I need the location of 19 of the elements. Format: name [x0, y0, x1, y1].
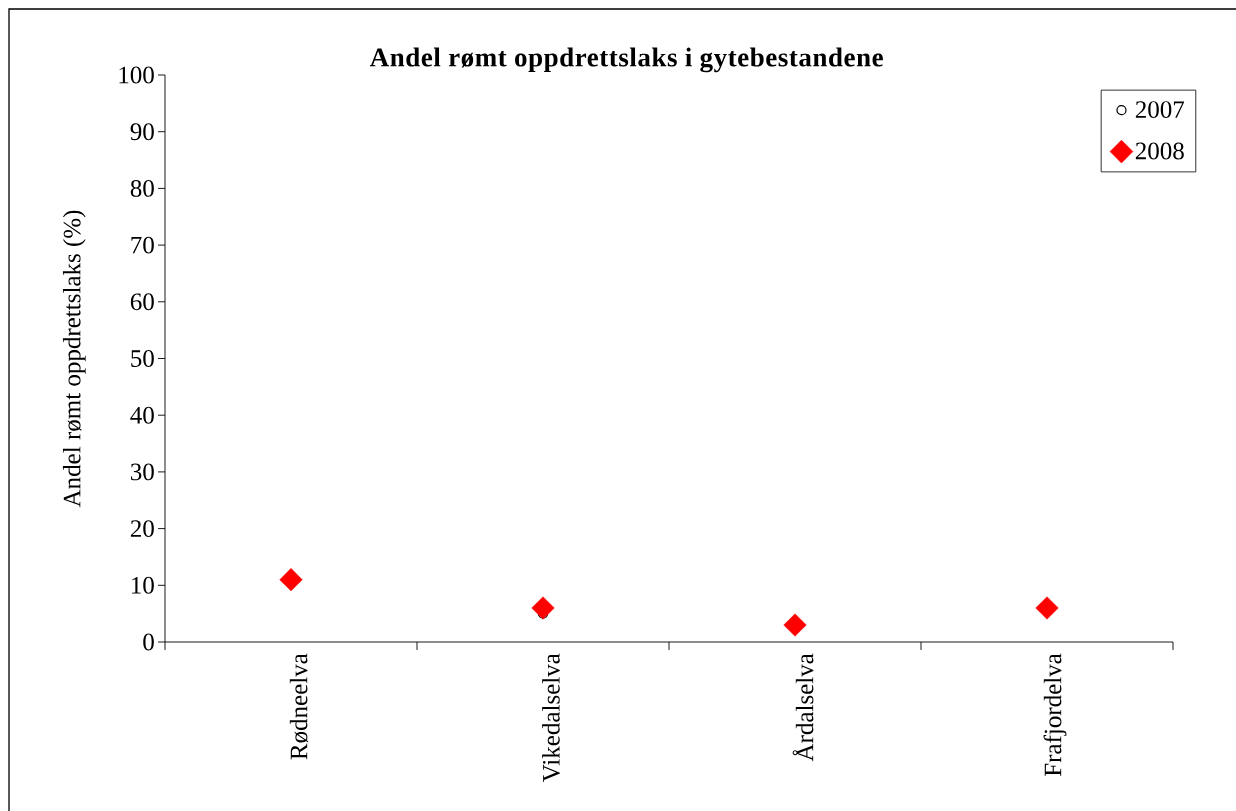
y-tick-label: 0: [143, 633, 154, 651]
y-tick-label: 60: [130, 293, 154, 311]
y-tick-label: 50: [131, 350, 154, 367]
y-axis-title: Andel rømt oppdrettslaks (%): [62, 210, 86, 508]
x-tick-label: Årdalselva: [792, 653, 814, 762]
y-tick-label: 100: [119, 66, 154, 84]
y-tick-label: 30: [130, 463, 154, 481]
y-tick-label: 20: [130, 520, 154, 538]
y-tick-label: 90: [130, 123, 154, 141]
y-tick-label: 10: [132, 576, 154, 594]
x-tick-label: Rødneelva: [289, 653, 309, 760]
y-tick-label: 80: [130, 179, 154, 197]
legend-label: 2008: [1135, 142, 1184, 160]
y-tick-label: 70: [131, 236, 154, 254]
y-tick-label: 40: [130, 406, 154, 424]
chart-title: Andel rømt oppdrettslaks i gytebestandene: [369, 47, 883, 73]
x-tick-label: Vikedalselva: [542, 653, 560, 782]
legend-label: 2007: [1135, 101, 1185, 119]
x-tick-label: Frafjordelva: [1043, 653, 1067, 777]
